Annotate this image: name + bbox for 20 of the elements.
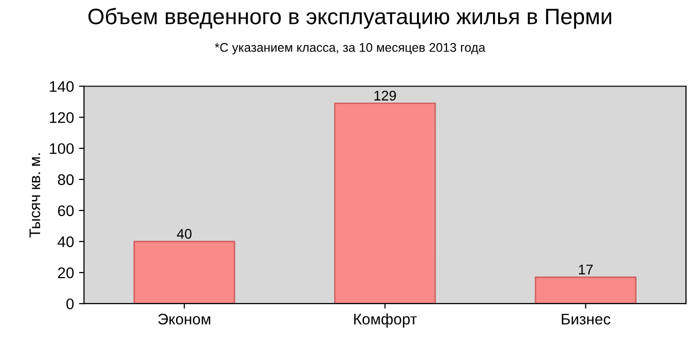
y-axis-title: Тысяч кв. м. [30,153,40,238]
bar [334,102,436,304]
x-tick-label: Комфорт [354,313,417,328]
x-tick-label: Бизнес [562,314,610,325]
data-label: 17 [579,264,593,274]
y-tick-label: 40 [58,236,74,248]
y-tick-label: 120 [50,112,74,123]
y-tick-label: 0 [66,298,74,310]
y-tick-label: 20 [58,267,74,278]
x-tick-label: Эконом [158,314,210,325]
y-tick-label: 140 [50,81,74,92]
data-label: 40 [176,228,192,239]
chart-subtitle: *С указанием класса, за 10 месяцев 2013 года [214,43,486,54]
y-tick-label: 80 [58,174,74,186]
y-tick-label: 100 [50,143,74,154]
bar [534,276,637,304]
data-label: 129 [374,90,396,101]
y-tick-label: 60 [58,205,74,216]
chart-title: Объем введенного в эксплуатацию жилья в Перми [88,8,612,29]
bar [133,240,236,304]
